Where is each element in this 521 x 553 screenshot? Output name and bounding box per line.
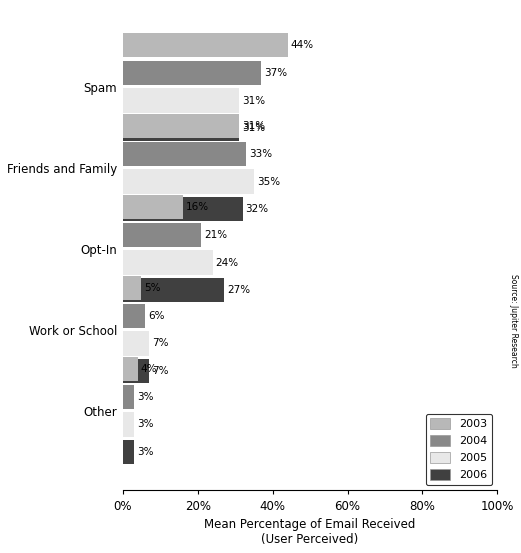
Bar	[123, 331, 149, 356]
Bar	[123, 276, 142, 300]
Text: 35%: 35%	[257, 176, 280, 186]
Text: 31%: 31%	[242, 123, 265, 133]
Legend: 2003, 2004, 2005, 2006: 2003, 2004, 2005, 2006	[426, 414, 492, 485]
Bar	[123, 251, 213, 275]
Bar	[123, 359, 149, 383]
Text: 32%: 32%	[245, 204, 269, 215]
Bar	[123, 116, 239, 140]
Bar	[123, 142, 246, 166]
Text: 4%: 4%	[141, 364, 157, 374]
Bar	[123, 33, 288, 58]
Bar	[123, 195, 183, 220]
Text: 7%: 7%	[152, 338, 168, 348]
Text: 37%: 37%	[264, 68, 288, 78]
Bar	[123, 384, 134, 409]
Text: 6%: 6%	[148, 311, 165, 321]
Bar	[123, 304, 145, 328]
Bar	[123, 278, 224, 302]
Text: 31%: 31%	[242, 121, 265, 131]
Text: 21%: 21%	[204, 230, 228, 240]
Text: 33%: 33%	[250, 149, 272, 159]
Bar	[123, 412, 134, 437]
Text: 44%: 44%	[291, 40, 314, 50]
Bar	[123, 88, 239, 113]
Text: 3%: 3%	[137, 419, 154, 430]
Text: 3%: 3%	[137, 447, 154, 457]
Bar	[123, 197, 243, 222]
Bar	[123, 223, 202, 247]
Text: 24%: 24%	[216, 258, 239, 268]
Bar	[123, 357, 138, 381]
Bar	[123, 169, 254, 194]
Text: 3%: 3%	[137, 392, 154, 401]
Text: 27%: 27%	[227, 285, 250, 295]
Text: 16%: 16%	[185, 202, 209, 212]
X-axis label: Mean Percentage of Email Received
(User Perceived): Mean Percentage of Email Received (User …	[204, 518, 416, 546]
Text: 5%: 5%	[144, 283, 161, 293]
Bar	[123, 440, 134, 465]
Bar	[123, 61, 262, 85]
Text: 7%: 7%	[152, 366, 168, 376]
Text: 31%: 31%	[242, 96, 265, 106]
Text: Source: Jupiter Research: Source: Jupiter Research	[508, 274, 518, 368]
Bar	[123, 114, 239, 138]
